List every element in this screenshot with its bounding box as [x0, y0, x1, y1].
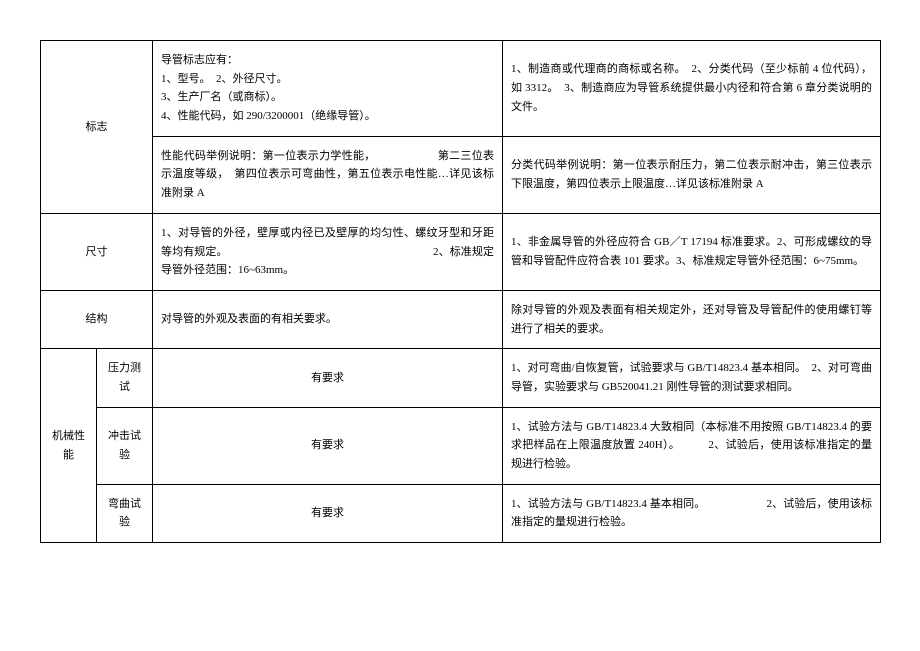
row-label-mech: 机械性能 [41, 349, 97, 543]
table-row: 机械性能 压力测试 有要求 1、对可弯曲/自恢复管，试验要求与 GB/T1482… [41, 349, 881, 407]
comparison-table: 标志 导管标志应有： 1、型号。 2、外径尺寸。 3、生产厂名（或商标）。 4、… [40, 40, 881, 543]
table-row: 尺寸 1、对导管的外径，壁厚或内径已及壁厚的均匀性、螺纹牙型和牙距等均有规定。 … [41, 213, 881, 290]
row-label-struct: 结构 [41, 290, 153, 348]
cell-mark-1-right: 1、制造商或代理商的商标或名称。 2、分类代码（至少标前 4 位代码），如 33… [503, 41, 881, 137]
cell-struct-right: 除对导管的外观及表面有相关规定外，还对导管及导管配件的使用螺钉等进行了相关的要求… [503, 290, 881, 348]
page-container: 标志 导管标志应有： 1、型号。 2、外径尺寸。 3、生产厂名（或商标）。 4、… [40, 40, 880, 543]
row-label-bend: 弯曲试验 [97, 484, 153, 542]
cell-impact-left: 有要求 [153, 407, 503, 484]
cell-mark-2-left: 性能代码举例说明：第一位表示力学性能， 第二三位表示温度等级， 第四位表示可弯曲… [153, 136, 503, 213]
row-label-impact: 冲击试验 [97, 407, 153, 484]
table-row: 冲击试验 有要求 1、试验方法与 GB/T14823.4 大致相同（本标准不用按… [41, 407, 881, 484]
cell-struct-left: 对导管的外观及表面的有相关要求。 [153, 290, 503, 348]
cell-pressure-left: 有要求 [153, 349, 503, 407]
row-label-pressure: 压力测试 [97, 349, 153, 407]
cell-size-left: 1、对导管的外径，壁厚或内径已及壁厚的均匀性、螺纹牙型和牙距等均有规定。 2、标… [153, 213, 503, 290]
table-row: 性能代码举例说明：第一位表示力学性能， 第二三位表示温度等级， 第四位表示可弯曲… [41, 136, 881, 213]
table-row: 弯曲试验 有要求 1、试验方法与 GB/T14823.4 基本相同。 2、试验后… [41, 484, 881, 542]
row-label-size: 尺寸 [41, 213, 153, 290]
cell-mark-2-right: 分类代码举例说明：第一位表示耐压力，第二位表示耐冲击，第三位表示下限温度，第四位… [503, 136, 881, 213]
table-row: 标志 导管标志应有： 1、型号。 2、外径尺寸。 3、生产厂名（或商标）。 4、… [41, 41, 881, 137]
cell-impact-right: 1、试验方法与 GB/T14823.4 大致相同（本标准不用按照 GB/T148… [503, 407, 881, 484]
cell-bend-left: 有要求 [153, 484, 503, 542]
cell-mark-1-left: 导管标志应有： 1、型号。 2、外径尺寸。 3、生产厂名（或商标）。 4、性能代… [153, 41, 503, 137]
cell-pressure-right: 1、对可弯曲/自恢复管，试验要求与 GB/T14823.4 基本相同。 2、对可… [503, 349, 881, 407]
table-row: 结构 对导管的外观及表面的有相关要求。 除对导管的外观及表面有相关规定外，还对导… [41, 290, 881, 348]
cell-size-right: 1、非金属导管的外径应符合 GB／T 17194 标准要求。2、可形成螺纹的导管… [503, 213, 881, 290]
row-label-mark: 标志 [41, 41, 153, 214]
cell-bend-right: 1、试验方法与 GB/T14823.4 基本相同。 2、试验后，使用该标准指定的… [503, 484, 881, 542]
